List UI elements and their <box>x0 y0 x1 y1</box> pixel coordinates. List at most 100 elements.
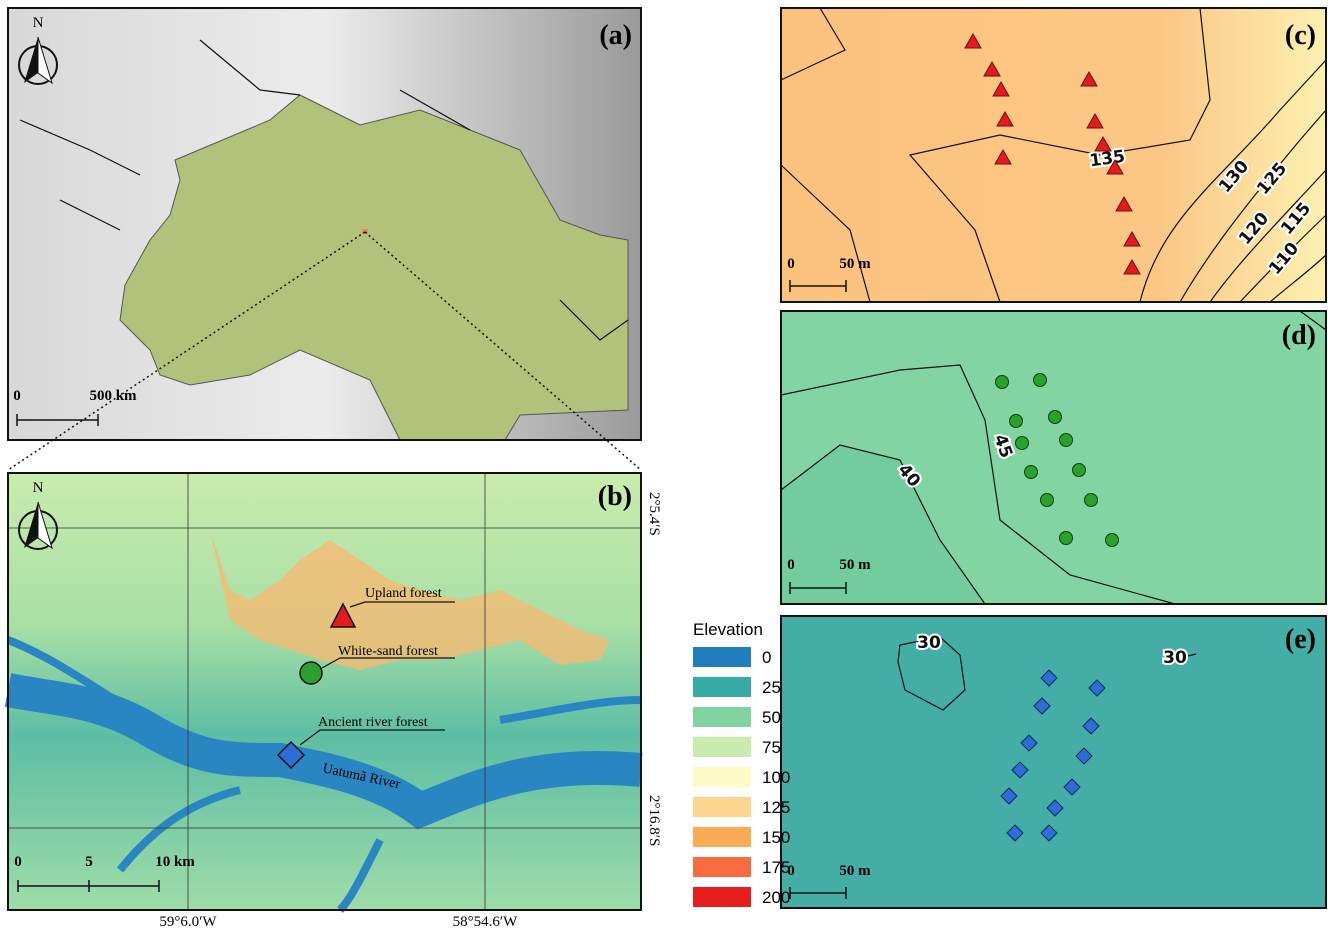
contour <box>897 636 966 711</box>
scale-label: 0 <box>787 256 795 272</box>
plot-marker <box>1094 135 1112 152</box>
legend-swatch <box>693 647 751 667</box>
plot-marker <box>1082 717 1100 735</box>
plot-marker <box>992 80 1010 97</box>
plot-marker <box>1000 787 1018 805</box>
legend-label: 25 <box>762 678 781 697</box>
lon-label: 58°54.6′W <box>453 914 519 930</box>
lon-label: 59°6.0′W <box>159 914 217 930</box>
scale-bar <box>789 887 847 899</box>
plot-marker <box>996 110 1014 127</box>
zoom-lines <box>7 231 642 471</box>
tributaries <box>6 636 642 913</box>
legend-label: 125 <box>762 798 790 817</box>
panel-label: (b) <box>598 481 632 512</box>
legend-swatch <box>693 767 751 787</box>
lat-label: 2°16.8′S <box>646 795 662 846</box>
contour <box>1179 109 1327 303</box>
contour <box>780 164 871 303</box>
arrow-right <box>37 36 53 85</box>
scale-label: 50 m <box>839 557 871 573</box>
scale-label: 0 <box>787 557 795 573</box>
plot-marker <box>1123 258 1141 275</box>
graticule <box>8 473 641 910</box>
scale-label: 5 <box>85 854 93 870</box>
panel-a: (a) N 0 500 km <box>7 7 642 441</box>
legend-swatch <box>693 857 751 877</box>
plot-marker <box>1046 799 1064 817</box>
plot-marker <box>1033 697 1051 715</box>
scale-label: 0 <box>787 863 795 879</box>
legend-swatch <box>693 737 751 757</box>
plot-marker <box>1080 70 1098 87</box>
frame <box>780 615 1327 909</box>
background <box>781 8 1326 302</box>
legend-swatch <box>693 707 751 727</box>
legend-label: 50 <box>762 708 781 727</box>
plot-marker <box>1040 669 1058 687</box>
frame <box>7 472 642 911</box>
plot-marker <box>1086 112 1104 129</box>
plot-marker <box>1024 465 1038 479</box>
plot-marker <box>1123 230 1141 247</box>
legend-title: Elevation <box>693 620 763 639</box>
scale-label: 50 m <box>839 256 871 272</box>
arrow-left <box>24 502 38 548</box>
arrow-right <box>37 501 53 550</box>
plot-marker <box>983 60 1001 77</box>
north-label: N <box>33 480 44 496</box>
upland-marker <box>329 602 357 628</box>
legend-label: 75 <box>762 738 781 757</box>
frame <box>780 7 1327 303</box>
plot-marker <box>1006 824 1024 842</box>
contour <box>1139 59 1327 303</box>
leader-lines <box>299 601 455 746</box>
plot-marker <box>1009 414 1023 428</box>
plot-marker <box>1105 533 1119 547</box>
scale-bar <box>789 582 847 594</box>
contour <box>1239 214 1327 303</box>
panel-label: (a) <box>599 20 632 51</box>
panel-label: (c) <box>1285 20 1316 51</box>
plot-marker <box>994 148 1012 165</box>
plot-marker <box>1075 747 1093 765</box>
panel-c: 135 130 125 120 115 110 (c) 0 50 m <box>780 7 1327 303</box>
legend-swatch <box>693 797 751 817</box>
plot-marker <box>1040 824 1058 842</box>
contour <box>780 364 1176 605</box>
scale-label: 0 <box>13 388 21 404</box>
study-site <box>362 229 368 234</box>
legend-swatch <box>693 677 751 697</box>
plot-marker <box>1072 463 1086 477</box>
arrow-left <box>24 37 38 83</box>
plot-marker <box>1084 493 1098 507</box>
contour-label: 30 <box>1163 648 1187 668</box>
contour <box>780 444 986 605</box>
frame <box>7 7 642 441</box>
scale-bar <box>17 880 160 892</box>
upland-plots <box>964 32 1141 275</box>
amazon-region <box>119 94 629 441</box>
plot-marker <box>964 32 982 49</box>
site-label: White-sand forest <box>338 644 438 659</box>
plot-marker <box>1011 761 1029 779</box>
scale-bar <box>16 414 99 426</box>
contour <box>780 7 846 81</box>
frame <box>780 310 1327 605</box>
legend: Elevation 0 25 50 75 100 125 150 175 200 <box>693 620 790 907</box>
ancient-river-marker <box>276 740 306 770</box>
plot-marker <box>1015 436 1029 450</box>
north-arrow <box>18 36 58 85</box>
contour <box>1209 169 1327 303</box>
legend-label: 175 <box>762 858 790 877</box>
plot-marker <box>1115 195 1133 212</box>
scale-label: 50 m <box>839 863 871 879</box>
contour <box>908 7 1211 303</box>
plot-marker <box>1088 679 1106 697</box>
legend-label: 150 <box>762 828 790 847</box>
plot-marker <box>1106 158 1124 175</box>
plot-marker <box>1059 531 1073 545</box>
